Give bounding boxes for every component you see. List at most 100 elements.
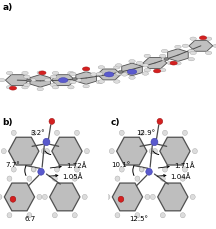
Circle shape [104,72,114,77]
Circle shape [49,118,55,124]
Circle shape [70,72,76,76]
Circle shape [142,64,149,67]
Circle shape [139,130,144,135]
Circle shape [22,71,28,75]
Circle shape [159,54,166,58]
Polygon shape [122,63,142,76]
Circle shape [144,68,151,72]
Polygon shape [50,183,80,211]
Circle shape [157,118,163,124]
Circle shape [6,71,13,75]
Circle shape [119,130,124,135]
Circle shape [70,80,76,84]
Circle shape [180,213,185,218]
Circle shape [37,71,43,74]
Circle shape [31,130,36,135]
Circle shape [7,176,12,181]
Text: 12.5°: 12.5° [129,216,148,222]
Circle shape [54,130,59,135]
Circle shape [182,44,189,48]
Circle shape [146,168,152,175]
Polygon shape [51,75,75,86]
Circle shape [84,149,89,154]
Circle shape [213,44,216,48]
Polygon shape [168,49,188,61]
Circle shape [160,213,165,218]
Polygon shape [76,72,96,84]
Circle shape [118,71,123,73]
Circle shape [149,149,154,154]
Circle shape [38,168,44,175]
Circle shape [26,79,31,82]
Circle shape [52,85,59,89]
Polygon shape [158,183,188,211]
Text: 12.9°: 12.9° [136,130,155,136]
Circle shape [22,85,28,89]
Circle shape [83,85,89,88]
Circle shape [199,36,207,40]
Circle shape [29,78,36,82]
Text: 3.2°: 3.2° [30,130,45,136]
Circle shape [68,71,74,75]
Circle shape [188,49,195,53]
Circle shape [190,194,195,199]
Circle shape [164,58,169,60]
Circle shape [6,85,13,89]
Circle shape [58,78,68,83]
Circle shape [1,149,6,154]
Circle shape [144,54,151,58]
Circle shape [180,176,185,181]
Circle shape [96,80,103,84]
Polygon shape [189,40,213,51]
Circle shape [98,80,105,83]
Circle shape [54,167,59,172]
Circle shape [135,213,140,218]
Text: 10.1°: 10.1° [111,162,131,168]
Circle shape [83,67,90,71]
Polygon shape [4,183,35,211]
Circle shape [42,194,47,199]
Circle shape [150,194,155,199]
Circle shape [140,167,143,172]
Circle shape [115,64,122,67]
Circle shape [114,66,120,69]
Circle shape [90,73,97,76]
Circle shape [153,69,161,73]
Circle shape [183,130,187,135]
Circle shape [75,167,79,172]
Circle shape [161,49,168,53]
Circle shape [52,71,59,75]
Circle shape [205,37,212,41]
Circle shape [192,149,197,154]
Circle shape [115,213,120,218]
Circle shape [75,78,82,82]
Polygon shape [5,75,29,86]
Circle shape [105,194,110,199]
Circle shape [32,167,35,172]
Circle shape [159,68,166,72]
Polygon shape [143,57,167,68]
Circle shape [72,213,77,218]
Circle shape [162,130,167,135]
Circle shape [27,176,32,181]
Polygon shape [97,69,121,80]
Circle shape [109,149,114,154]
Circle shape [183,167,187,172]
Circle shape [82,194,87,199]
Circle shape [151,138,158,146]
Circle shape [0,194,2,199]
Circle shape [162,167,167,172]
Circle shape [129,76,135,79]
Circle shape [167,61,174,65]
Circle shape [72,176,77,181]
Circle shape [10,196,16,202]
Circle shape [115,72,122,75]
Polygon shape [9,137,39,165]
Polygon shape [160,137,190,165]
Circle shape [41,149,46,154]
Circle shape [72,78,77,80]
Circle shape [152,149,157,154]
Circle shape [115,176,120,181]
Circle shape [170,61,177,65]
Circle shape [121,73,128,76]
